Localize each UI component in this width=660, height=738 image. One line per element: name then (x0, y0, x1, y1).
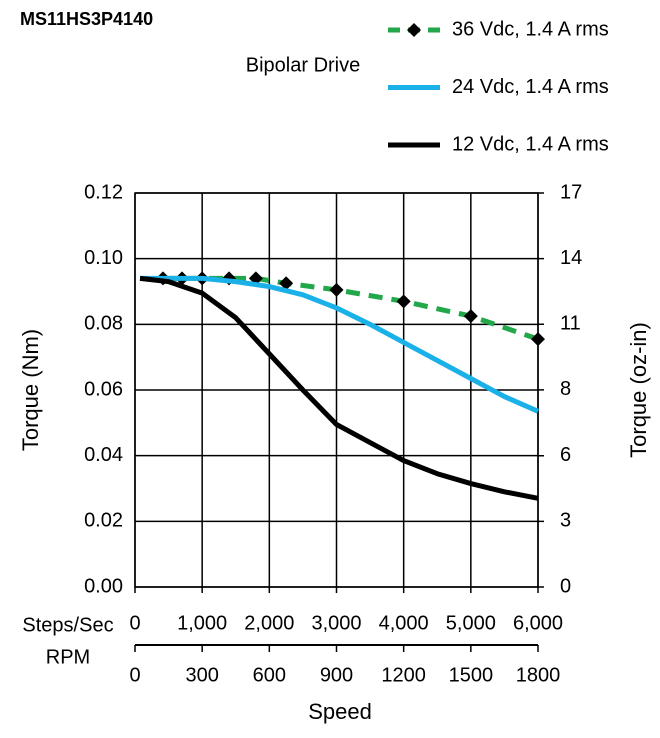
x-tick-label: 3,000 (311, 612, 361, 634)
data-point (279, 276, 294, 291)
x2-tick-label: 300 (185, 664, 218, 686)
x-tick-label: 6,000 (513, 612, 563, 634)
y2-tick-label: 8 (560, 378, 571, 400)
data-point (396, 294, 411, 309)
x-tick-label: 2,000 (244, 612, 294, 634)
legend-label: 36 Vdc, 1.4 A rms (452, 18, 609, 40)
data-point (329, 282, 344, 297)
legend-label: 24 Vdc, 1.4 A rms (452, 76, 609, 98)
x-tick-label: 0 (129, 612, 140, 634)
x-tick-label: 5,000 (446, 612, 496, 634)
y2-tick-label: 3 (560, 510, 571, 532)
y-tick-label: 0.12 (84, 181, 123, 203)
x-row-label: Steps/Sec (22, 614, 113, 636)
y2-tick-label: 6 (560, 444, 571, 466)
series-line (140, 275, 540, 414)
y2-tick-label: 11 (560, 313, 581, 335)
x2-tick-label: 900 (320, 664, 353, 686)
y-tick-label: 0.00 (84, 575, 123, 597)
series-line (139, 275, 539, 501)
x2-tick-label: 1800 (516, 664, 561, 686)
legend-label: 12 Vdc, 1.4 A rms (452, 133, 609, 155)
data-point (531, 332, 545, 347)
x2-tick-label: 0 (129, 664, 140, 686)
x-tick-label: 1,000 (177, 612, 227, 634)
x2-tick-label: 600 (253, 664, 286, 686)
y2-tick-label: 14 (560, 247, 582, 269)
y-tick-label: 0.10 (84, 247, 123, 269)
y-tick-label: 0.02 (84, 510, 123, 532)
y-tick-label: 0.06 (84, 378, 123, 400)
y2-tick-label: 0 (560, 575, 571, 597)
x-axis-title: Speed (308, 699, 372, 724)
x2-tick-label: 1200 (381, 664, 426, 686)
x2-row-label: RPM (46, 646, 90, 668)
chart-subtitle: Bipolar Drive (246, 54, 360, 76)
y2-axis-title: Torque (oz-in) (626, 322, 651, 458)
y2-tick-label: 17 (560, 181, 582, 203)
y-tick-label: 0.04 (84, 444, 123, 466)
x-tick-label: 4,000 (379, 612, 429, 634)
x2-tick-label: 1500 (449, 664, 494, 686)
legend-marker (407, 23, 421, 37)
y-axis-title: Torque (Nm) (18, 329, 43, 451)
data-point (463, 309, 478, 324)
plot-frame (134, 192, 539, 588)
y-tick-label: 0.08 (84, 313, 123, 335)
chart-title: MS11HS3P4140 (20, 9, 153, 29)
